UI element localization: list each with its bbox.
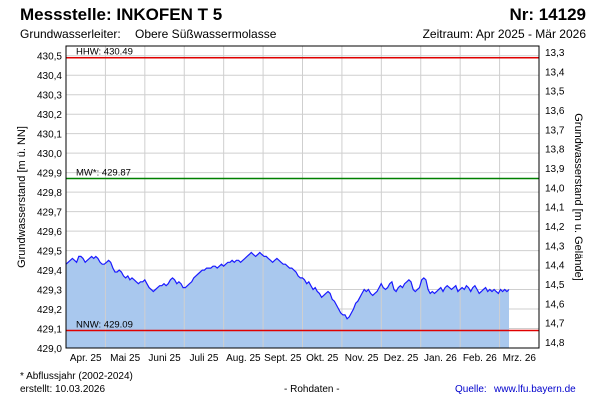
y-tick-label-left: 429,6 <box>37 227 62 238</box>
source-link[interactable]: www.lfu.bayern.de <box>494 384 576 395</box>
y-tick-label-right: 13,3 <box>545 48 565 59</box>
y-tick-label-right: 13,8 <box>545 145 565 156</box>
x-tick-label: Mai 25 <box>110 353 140 364</box>
plot-frame <box>65 45 540 349</box>
aquifer-value: Obere Süßwassermolasse <box>135 27 277 41</box>
x-tick-label: Juni 25 <box>148 353 181 364</box>
x-tick-label: Jan. 26 <box>424 353 457 364</box>
y-tick-label-left: 430,4 <box>37 71 62 82</box>
x-tick-label: Nov. 25 <box>345 353 379 364</box>
y-tick-label-left: 429,0 <box>37 344 62 355</box>
y-tick-label-left: 430,0 <box>37 149 62 160</box>
groundwater-line <box>65 251 510 320</box>
y-tick-label-left: 429,2 <box>37 305 62 316</box>
y-tick-label-right: 14,0 <box>545 183 565 194</box>
aquifer-label: Grundwasserleiter: <box>20 27 121 41</box>
x-tick-label: Sept. 25 <box>264 353 302 364</box>
y-tick-label-left: 430,1 <box>37 130 62 141</box>
y-tick-label-left: 429,5 <box>37 247 62 258</box>
y-tick-label-right: 14,2 <box>545 222 565 233</box>
y-tick-label-left: 430,3 <box>37 91 62 102</box>
y-axis-label-left: Grundwasserstand [m ü. NN] <box>16 126 28 268</box>
source-label: Quelle: <box>455 384 487 395</box>
y-axis-label-right: Grundwasserstand [m u. Gelände] <box>572 113 584 281</box>
y-tick-label-left: 429,1 <box>37 325 62 336</box>
x-tick-label: Juli 25 <box>190 353 219 364</box>
y-tick-label-right: 14,7 <box>545 319 565 330</box>
y-tick-label-right: 14,5 <box>545 280 565 291</box>
reference-label-mw: MW*: 429.87 <box>76 167 131 178</box>
x-tick-label: Okt. 25 <box>306 353 339 364</box>
reference-label-hhw: HHW: 430.49 <box>76 47 133 58</box>
y-tick-label-left: 429,3 <box>37 286 62 297</box>
y-tick-label-right: 14,6 <box>545 299 565 310</box>
y-tick-label-right: 14,3 <box>545 241 565 252</box>
created-date: erstellt: 10.03.2026 <box>20 384 106 395</box>
y-tick-label-right: 13,4 <box>545 67 565 78</box>
y-tick-label-left: 429,9 <box>37 169 62 180</box>
x-tick-label: Dez. 25 <box>384 353 419 364</box>
y-tick-label-right: 13,7 <box>545 125 565 136</box>
station-title: Messstelle: INKOFEN T 5 <box>20 5 223 24</box>
y-tick-label-right: 14,4 <box>545 261 565 272</box>
raw-data-note: - Rohdaten - <box>284 384 340 395</box>
y-tick-label-left: 430,5 <box>37 52 62 63</box>
y-tick-label-right: 13,6 <box>545 106 565 117</box>
x-tick-label: Mrz. 26 <box>503 353 537 364</box>
y-tick-label-right: 14,1 <box>545 203 565 214</box>
y-tick-label-left: 430,2 <box>37 110 62 121</box>
period-label: Zeitraum: Apr 2025 - Mär 2026 <box>422 27 586 41</box>
footnote: * Abflussjahr (2002-2024) <box>20 371 133 382</box>
x-tick-label: Feb. 26 <box>463 353 497 364</box>
x-tick-label: Aug. 25 <box>226 353 261 364</box>
y-tick-label-left: 429,8 <box>37 188 62 199</box>
y-tick-label-right: 13,5 <box>545 87 565 98</box>
x-tick-label: Apr. 25 <box>70 353 102 364</box>
y-tick-label-right: 13,9 <box>545 164 565 175</box>
station-number: Nr: 14129 <box>509 5 586 24</box>
reference-label-nnw: NNW: 429.09 <box>76 319 133 330</box>
groundwater-area <box>66 252 509 348</box>
y-tick-label-right: 14,8 <box>545 338 565 349</box>
y-tick-label-left: 429,4 <box>37 266 62 277</box>
y-tick-label-left: 429,7 <box>37 208 62 219</box>
